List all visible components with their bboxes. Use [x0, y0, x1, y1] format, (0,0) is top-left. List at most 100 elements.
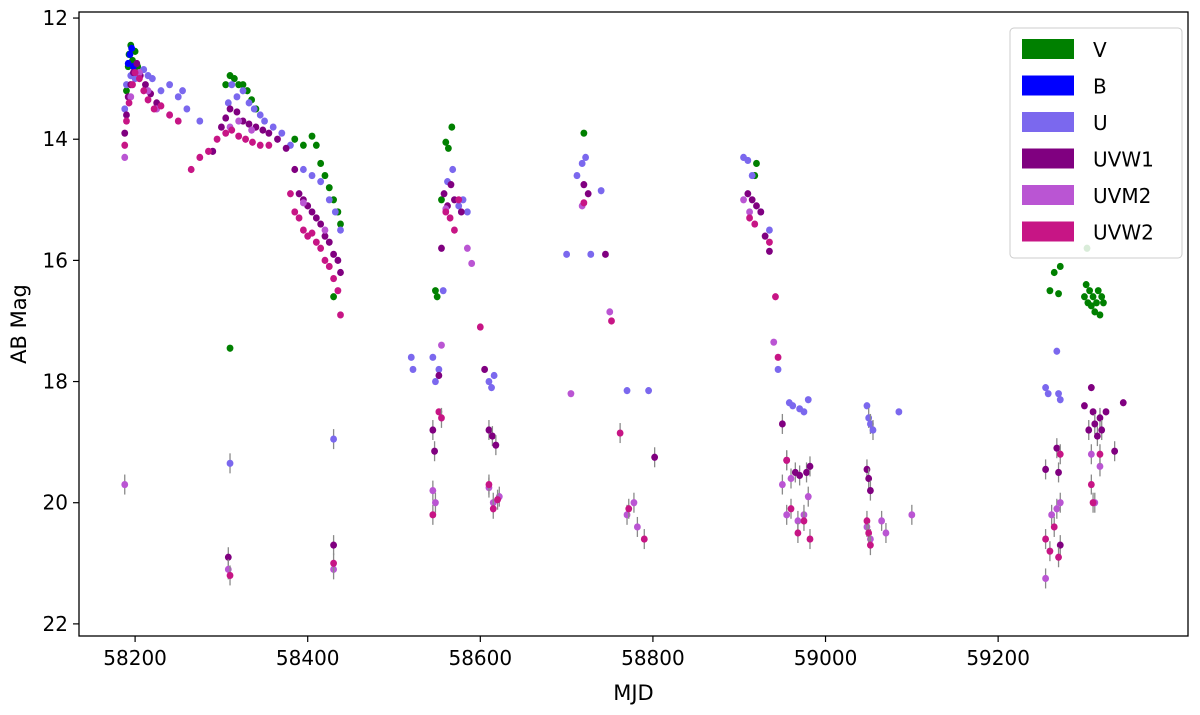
data-point: [321, 256, 329, 264]
y-tick-label: 18: [43, 370, 68, 394]
data-point: [287, 190, 294, 198]
data-point: [1087, 480, 1095, 489]
data-point: [433, 293, 441, 301]
data-point: [308, 171, 316, 180]
data-point: [1087, 302, 1095, 310]
data-point: [429, 426, 437, 434]
data-point: [1056, 541, 1064, 549]
data-point: [1056, 450, 1064, 458]
data-point: [331, 208, 339, 216]
data-point: [602, 250, 609, 258]
data-point: [187, 165, 195, 174]
data-point: [1094, 287, 1102, 295]
data-point: [124, 59, 132, 68]
data-point: [321, 171, 329, 180]
data-point: [295, 190, 303, 198]
data-point: [481, 365, 489, 374]
data-point: [804, 493, 812, 501]
data-point: [140, 87, 148, 95]
legend-label: UVM2: [1093, 184, 1151, 208]
data-point: [222, 114, 230, 122]
data-point: [757, 208, 765, 216]
data-point: [867, 541, 874, 549]
data-point: [242, 135, 249, 143]
data-point: [800, 517, 808, 525]
data-point: [774, 365, 782, 374]
legend-swatch: [1022, 148, 1074, 169]
data-point: [1050, 268, 1058, 277]
data-point: [794, 517, 802, 525]
data-point: [803, 468, 810, 477]
data-point: [312, 141, 320, 149]
data-point: [325, 196, 333, 204]
data-point: [432, 287, 439, 295]
data-point: [753, 159, 760, 168]
data-point: [222, 81, 230, 89]
data-point: [489, 505, 497, 513]
data-points: [121, 41, 1127, 589]
data-point: [330, 293, 337, 301]
data-point: [1087, 384, 1095, 392]
data-point: [789, 402, 797, 410]
data-point: [123, 117, 130, 125]
data-point: [1081, 402, 1088, 410]
data-point: [449, 165, 457, 174]
y-tick-label: 16: [43, 248, 68, 272]
legend-swatch: [1022, 221, 1074, 242]
data-point: [291, 135, 299, 143]
data-point: [748, 196, 756, 204]
data-point: [1089, 499, 1097, 507]
data-point: [126, 50, 134, 59]
data-point: [748, 171, 756, 180]
plot-frame: [78, 11, 1189, 637]
data-point: [308, 229, 316, 237]
data-point: [133, 59, 141, 68]
data-point: [121, 129, 129, 137]
data-point: [1091, 420, 1099, 428]
data-point: [444, 144, 452, 152]
data-point: [865, 474, 873, 483]
data-point: [256, 141, 264, 149]
data-point: [1053, 347, 1061, 355]
data-point: [774, 353, 782, 361]
data-point: [778, 480, 786, 489]
data-point: [865, 529, 873, 537]
data-point: [438, 244, 445, 252]
data-point: [1055, 468, 1062, 477]
data-point: [248, 126, 256, 134]
series-v: [123, 41, 1107, 352]
data-point: [259, 126, 267, 134]
data-point: [1098, 293, 1106, 301]
data-point: [463, 208, 471, 216]
data-point: [308, 208, 316, 216]
data-point: [490, 371, 498, 380]
legend-label: V: [1093, 38, 1107, 62]
data-point: [274, 135, 281, 143]
data-point: [432, 499, 439, 507]
data-point: [1119, 399, 1127, 407]
data-point: [1087, 450, 1095, 458]
data-point: [123, 111, 130, 119]
x-tick-label: 58800: [621, 646, 685, 670]
y-tick-label: 22: [43, 612, 68, 636]
data-point: [796, 471, 804, 480]
data-point: [863, 402, 871, 410]
data-point: [485, 377, 493, 386]
data-point: [337, 220, 344, 228]
data-point: [1053, 444, 1061, 452]
data-point: [123, 87, 130, 95]
data-point: [567, 390, 575, 398]
data-point: [312, 238, 320, 246]
data-point: [440, 190, 448, 198]
data-point: [895, 408, 903, 416]
data-point: [488, 384, 495, 392]
data-point: [1053, 505, 1061, 513]
data-point: [766, 247, 773, 255]
data-point: [867, 420, 874, 428]
data-point: [291, 165, 299, 174]
data-point: [1102, 408, 1110, 416]
x-tick-label: 59200: [966, 646, 1030, 670]
data-point: [136, 75, 143, 83]
data-point: [438, 341, 445, 349]
data-point: [438, 196, 445, 204]
